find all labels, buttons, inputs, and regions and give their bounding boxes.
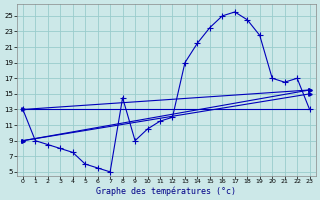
X-axis label: Graphe des températures (°c): Graphe des températures (°c) bbox=[96, 186, 236, 196]
